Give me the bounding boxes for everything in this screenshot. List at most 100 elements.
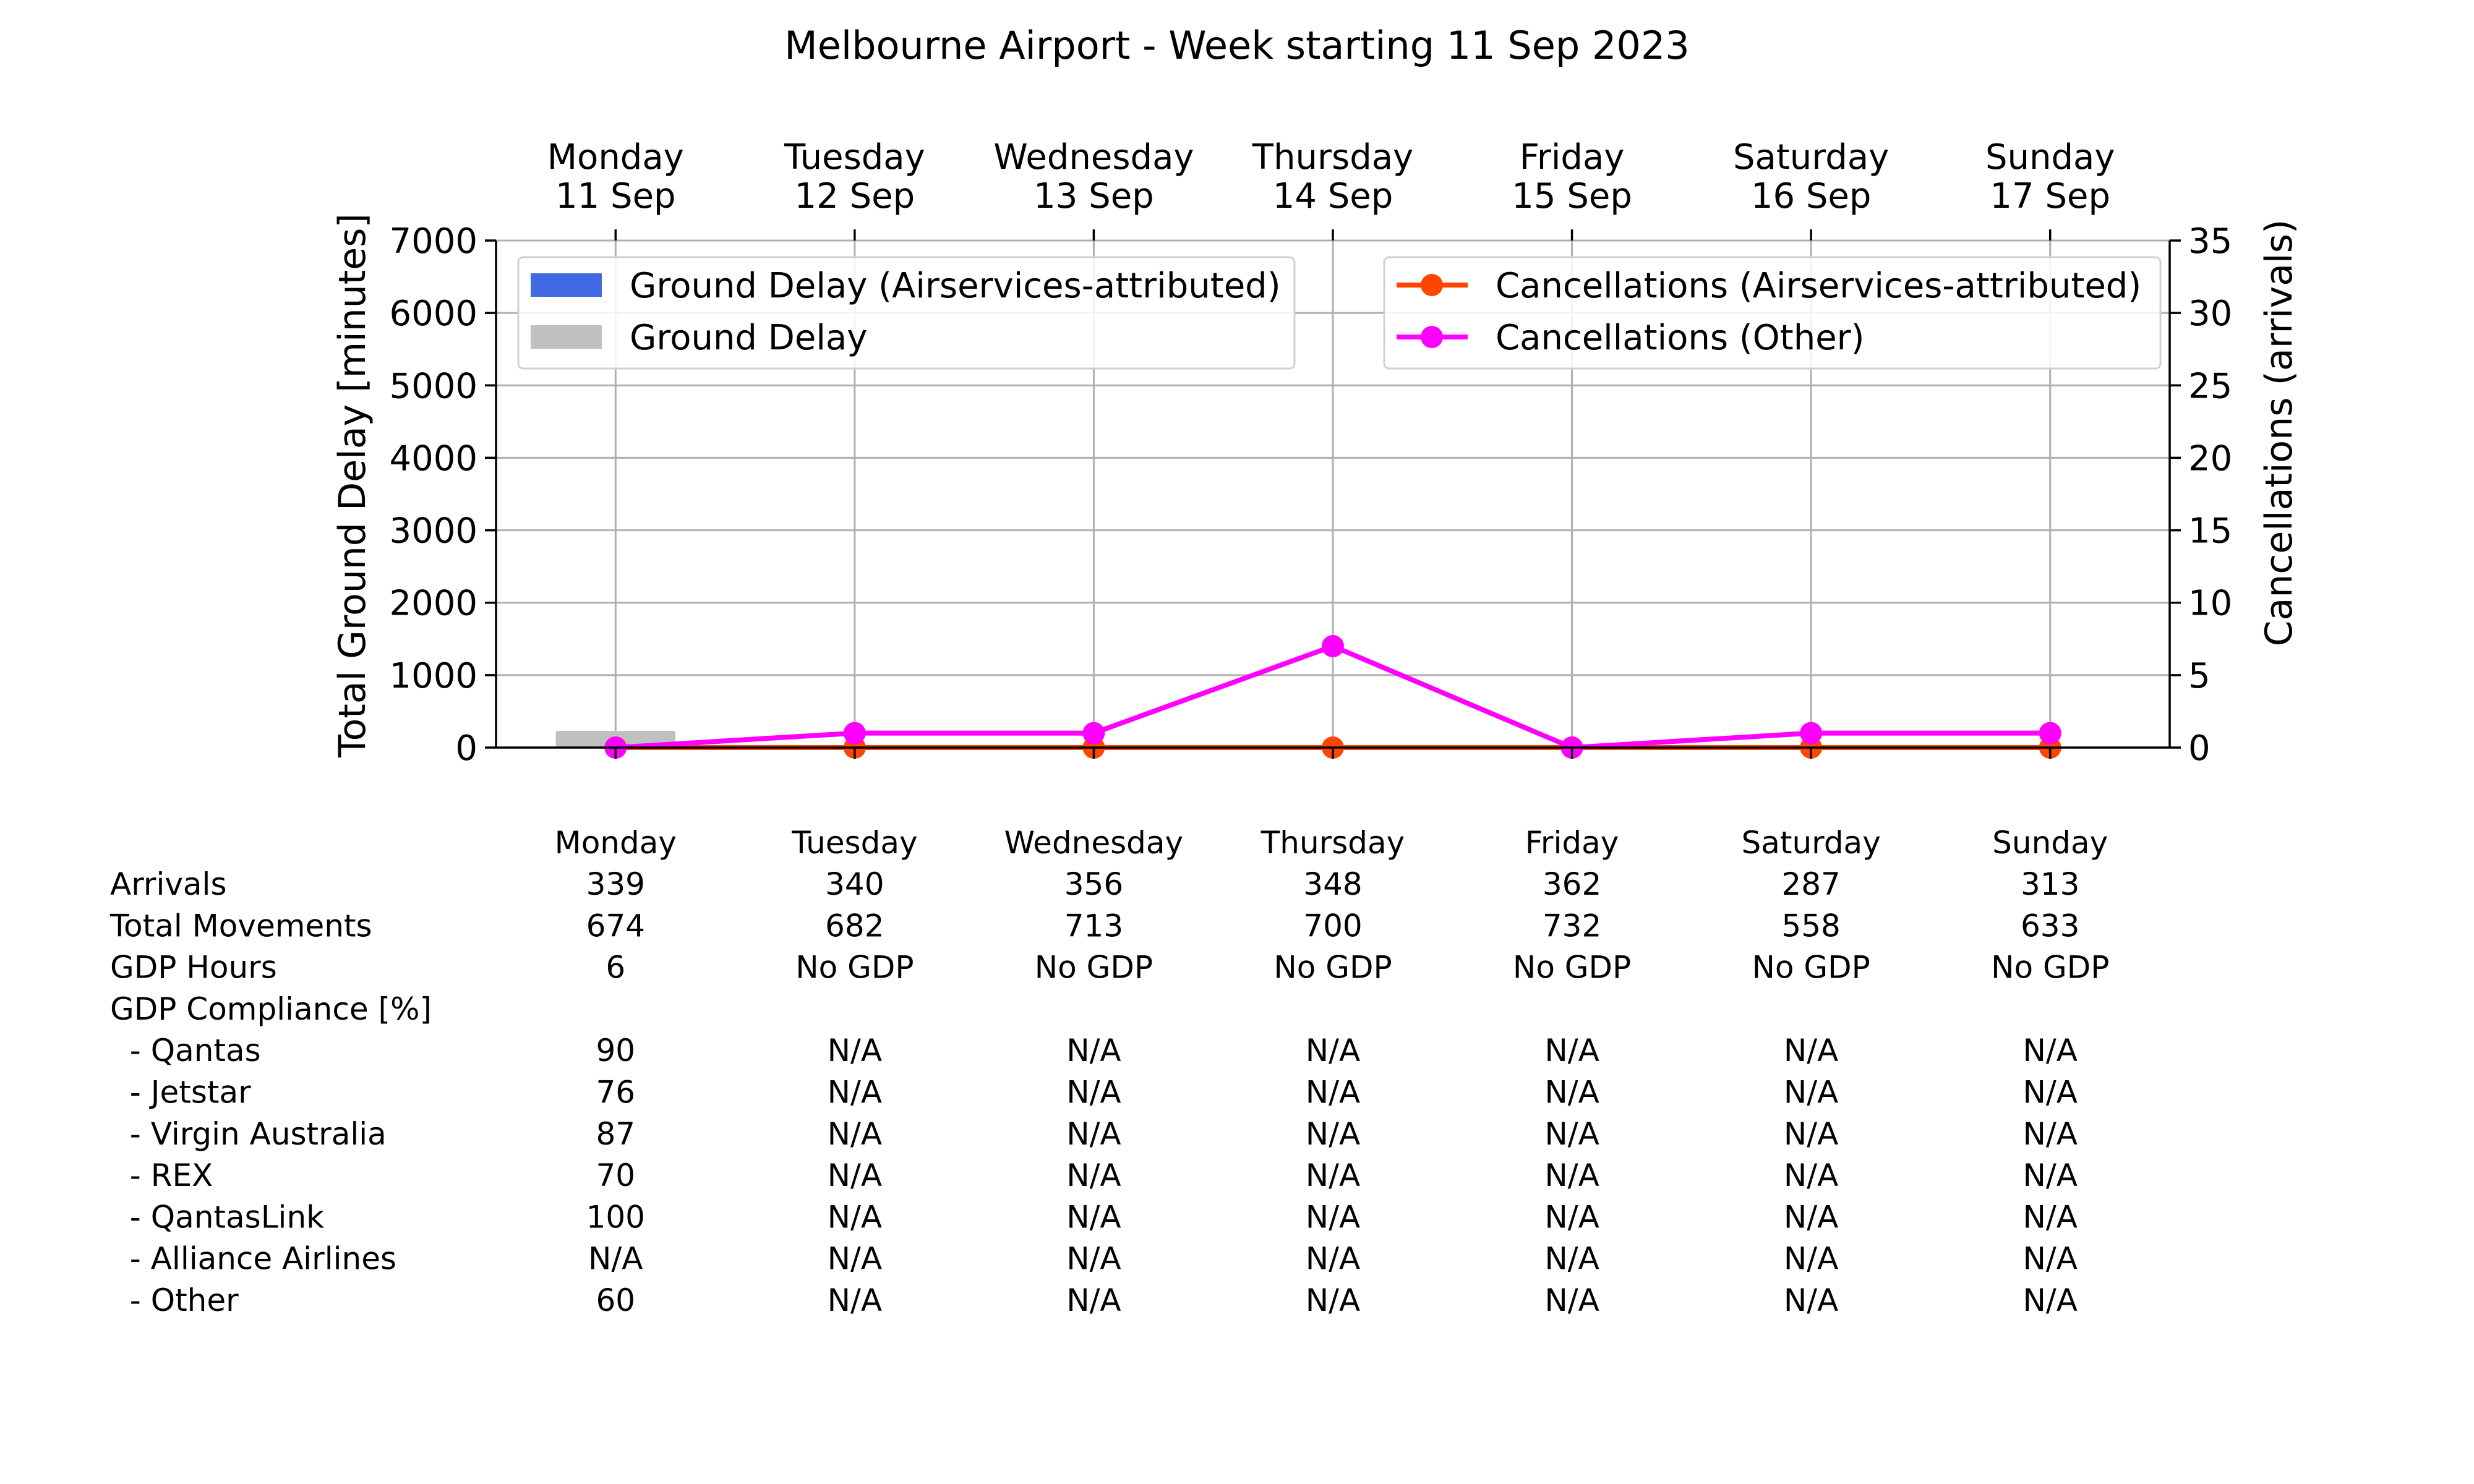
y-left-tick-label: 5000: [389, 366, 477, 406]
table-cell: 674: [586, 908, 645, 944]
table-cell: N/A: [2022, 1116, 2077, 1152]
table-cell: 633: [2021, 908, 2079, 944]
table-cell: N/A: [828, 1158, 882, 1193]
legend-label: Cancellations (Airservices-attributed): [1496, 266, 2141, 306]
y-right-tick-label: 30: [2188, 294, 2232, 334]
table-row-label: Arrivals: [110, 866, 227, 902]
table-cell: N/A: [1306, 1116, 1360, 1152]
table-row-label: - Alliance Airlines: [110, 1241, 396, 1277]
legend-label: Ground Delay (Airservices-attributed): [630, 266, 1281, 306]
y-axis-right-label: Cancellations (arrivals): [2258, 220, 2301, 647]
table-cell: N/A: [1784, 1116, 1838, 1152]
table-cell: N/A: [2022, 1199, 2077, 1235]
legend-bar-swatch: [531, 325, 602, 349]
table-cell: 87: [596, 1116, 635, 1152]
legend-cancellations: Cancellations (Airservices-attributed) Ca…: [1383, 256, 2162, 370]
table-cell: N/A: [1784, 1282, 1838, 1318]
day-date-label: 17 Sep: [1990, 176, 2110, 216]
legend-marker: [1421, 326, 1443, 348]
table-cell: 90: [596, 1033, 635, 1068]
table-cell: 100: [586, 1199, 645, 1235]
table-cell: N/A: [1306, 1158, 1360, 1193]
table-cell: No GDP: [795, 950, 914, 986]
table-cell: 60: [596, 1282, 635, 1318]
table-header: Monday: [555, 825, 677, 861]
series-point: [1800, 722, 1823, 744]
table-cell: No GDP: [1035, 950, 1153, 986]
table-cell: N/A: [1784, 1241, 1838, 1277]
table-cell: N/A: [1066, 1241, 1121, 1277]
table-cell: N/A: [1544, 1241, 1599, 1277]
y-left-tick-label: 7000: [389, 221, 477, 262]
table-cell: N/A: [828, 1282, 882, 1318]
y-left-tick-label: 2000: [389, 584, 477, 624]
y-left-tick-label: 1000: [389, 656, 477, 696]
table-cell: N/A: [1066, 1199, 1121, 1235]
day-date-label: 11 Sep: [555, 176, 676, 216]
ticks: 0 1000 2000 3000 4000 5000 6000 7000 0 5 10 15 20 25 3…: [389, 137, 2232, 769]
table-cell: N/A: [2022, 1158, 2077, 1193]
table-cell: N/A: [1066, 1282, 1121, 1318]
y-right-tick-label: 5: [2188, 656, 2211, 696]
table-cell: N/A: [1306, 1282, 1360, 1318]
table-row-label: - QantasLink: [110, 1199, 324, 1235]
y-left-tick-label: 4000: [389, 438, 477, 479]
table-cell: N/A: [1544, 1075, 1599, 1111]
y-right-tick-label: 15: [2188, 511, 2232, 552]
day-name-label: Sunday: [1985, 137, 2115, 177]
table-cell: N/A: [828, 1241, 882, 1277]
table-row-label: - Jetstar: [110, 1075, 251, 1111]
table-cell: N/A: [1784, 1199, 1838, 1235]
table-cell: No GDP: [1752, 950, 1870, 986]
table-cell: 70: [596, 1158, 635, 1193]
table-header: Friday: [1525, 825, 1619, 861]
table-cell: 356: [1064, 866, 1123, 902]
y-right-tick-label: 25: [2188, 366, 2232, 406]
y-right-tick-label: 20: [2188, 438, 2232, 479]
series-point: [1082, 722, 1105, 744]
table-cell: 348: [1303, 866, 1362, 902]
y-right-tick-label: 0: [2188, 728, 2211, 769]
day-name-label: Thursday: [1252, 137, 1413, 177]
table-cell: 6: [606, 950, 625, 986]
table-header: Tuesday: [791, 825, 917, 861]
table-row-label: Total Movements: [109, 908, 372, 944]
y-left-tick-label: 3000: [389, 511, 477, 552]
stats-table: Monday Tuesday Wednesday Thursday Friday Satu…: [109, 825, 2109, 1318]
table-cell: N/A: [828, 1033, 882, 1068]
y-right-tick-label: 10: [2188, 584, 2232, 624]
table-cell: 682: [825, 908, 884, 944]
table-cell: N/A: [1544, 1158, 1599, 1193]
day-date-label: 16 Sep: [1751, 176, 1872, 216]
table-cell: 313: [2021, 866, 2079, 902]
table-row-label: - Qantas: [110, 1033, 261, 1068]
table-cell: 339: [586, 866, 645, 902]
legend-ground-delay: Ground Delay (Airservices-attributed) Gro…: [517, 256, 1296, 370]
table-row-label: GDP Compliance [%]: [110, 991, 432, 1027]
legend-frame: [1383, 256, 2162, 370]
legend-bar-swatch: [531, 273, 602, 297]
table-cell: N/A: [1066, 1033, 1121, 1068]
table-row-label: - Other: [110, 1282, 239, 1318]
table-cell: N/A: [1544, 1282, 1599, 1318]
y-left-tick-label: 0: [455, 728, 477, 769]
table-cell: N/A: [1544, 1033, 1599, 1068]
day-name-label: Friday: [1520, 137, 1625, 177]
series-point: [843, 722, 866, 744]
series-point: [1322, 635, 1344, 657]
table-row-label: GDP Hours: [110, 950, 277, 986]
series-point: [2039, 722, 2061, 744]
table-cell: N/A: [1306, 1241, 1360, 1277]
table-cell: No GDP: [1991, 950, 2109, 986]
table-cell: N/A: [2022, 1033, 2077, 1068]
y-right-tick-label: 35: [2188, 221, 2232, 262]
day-name-label: Saturday: [1733, 137, 1889, 177]
table-cell: N/A: [1306, 1199, 1360, 1235]
day-name-label: Wednesday: [993, 137, 1194, 177]
table-cell: N/A: [828, 1075, 882, 1111]
table-cell: N/A: [588, 1241, 643, 1277]
table-cell: N/A: [1784, 1158, 1838, 1193]
y-left-tick-label: 6000: [389, 294, 477, 334]
table-cell: N/A: [1306, 1075, 1360, 1111]
